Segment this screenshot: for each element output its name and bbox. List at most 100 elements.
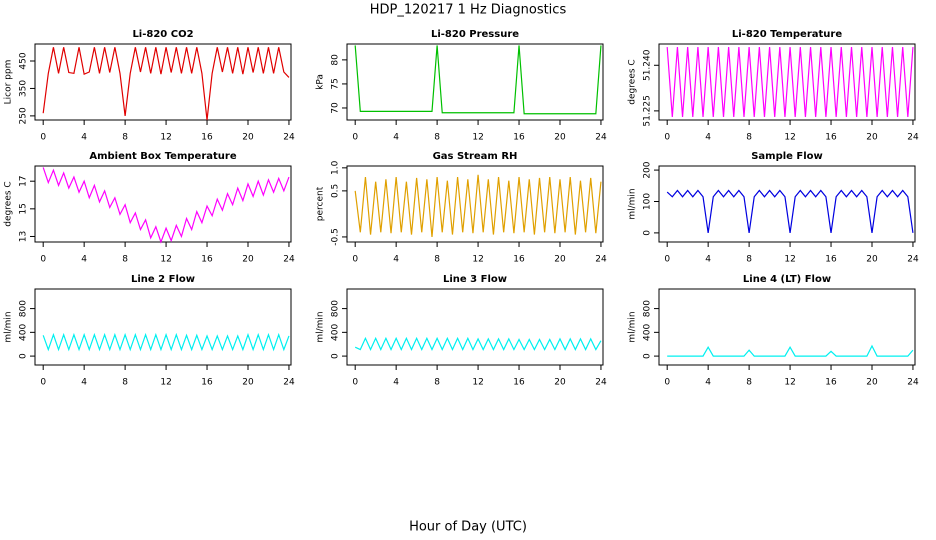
x-tick-label: 0 (40, 378, 46, 388)
y-axis-label: ml/min (628, 188, 638, 219)
y-axis-label: degrees C (4, 181, 14, 226)
x-tick-label: 8 (122, 255, 128, 265)
x-tick-label: 8 (122, 133, 128, 143)
y-axis-label: kPa (316, 74, 326, 90)
x-tick-label: 16 (825, 255, 837, 265)
panel-title: Line 3 Flow (443, 274, 507, 285)
plot-frame (658, 288, 916, 366)
panel-title: Gas Stream RH (433, 151, 518, 162)
panel-title: Li-820 CO2 (132, 29, 193, 40)
plot-frame (346, 165, 604, 243)
y-tick-label: 51.225 (643, 95, 653, 127)
y-tick-label: 450 (19, 52, 29, 69)
x-tick-label: 16 (825, 133, 837, 143)
y-tick-label: 400 (643, 323, 653, 340)
data-line (354, 336, 602, 352)
x-tick-label: 24 (595, 255, 607, 265)
y-tick-label: 1.0 (331, 160, 341, 175)
x-tick-label: 8 (746, 378, 752, 388)
x-tick-label: 4 (393, 133, 399, 143)
x-tick-label: 20 (554, 255, 566, 265)
panel: Line 3 Flow 0 4 8 12 16 20 24 0 400 800 ml/min (316, 274, 607, 388)
x-tick-label: 12 (160, 378, 171, 388)
data-line (42, 332, 290, 352)
x-tick-label: 24 (595, 378, 607, 388)
y-tick-label: 0 (643, 230, 653, 236)
x-tick-label: 24 (283, 133, 295, 143)
x-tick-label: 24 (907, 133, 919, 143)
y-tick-label: 800 (19, 300, 29, 317)
x-tick-label: 12 (784, 133, 795, 143)
x-tick-label: 24 (283, 378, 295, 388)
x-tick-label: 12 (160, 255, 171, 265)
y-tick-label: 0 (19, 353, 29, 359)
x-tick-label: 16 (201, 255, 213, 265)
y-tick-label: 0 (643, 353, 653, 359)
panel-title: Ambient Box Temperature (89, 151, 236, 162)
y-tick-label: 75 (331, 78, 341, 89)
plot-frame (34, 43, 292, 121)
x-tick-label: 4 (81, 255, 87, 265)
x-tick-label: 4 (393, 255, 399, 265)
x-tick-label: 8 (434, 133, 440, 143)
x-tick-label: 20 (242, 378, 254, 388)
y-tick-label: 51.240 (643, 49, 653, 81)
x-tick-label: 16 (825, 378, 837, 388)
y-tick-label: 13 (19, 231, 29, 242)
x-tick-label: 4 (81, 133, 87, 143)
y-tick-label: 800 (331, 300, 341, 317)
plot-frame (34, 288, 292, 366)
x-tick-label: 8 (746, 133, 752, 143)
data-line (354, 174, 602, 237)
x-tick-label: 0 (664, 378, 670, 388)
x-tick-label: 0 (352, 378, 358, 388)
panel: Sample Flow 0 4 8 12 16 20 24 0 100 200 ml/min (628, 151, 919, 265)
y-axis-label: degrees C (628, 59, 638, 104)
plot-frame (658, 43, 916, 121)
plot-frame (658, 165, 916, 243)
x-tick-label: 12 (472, 378, 483, 388)
y-tick-label: 800 (643, 300, 653, 317)
panel-title: Li-820 Pressure (431, 29, 519, 40)
panel: Li-820 Temperature 0 4 8 12 16 20 24 51.225 51.24… (628, 29, 919, 143)
panel: Li-820 CO2 0 4 8 12 16 20 24 250 350 450 Licor ppm (4, 29, 295, 143)
plot-frame (346, 43, 604, 121)
panel-title: Line 4 (LT) Flow (743, 274, 831, 285)
x-tick-label: 20 (242, 133, 254, 143)
data-line (666, 189, 914, 233)
x-tick-label: 20 (866, 378, 878, 388)
data-line (354, 45, 602, 115)
y-tick-label: 400 (19, 323, 29, 340)
x-tick-label: 16 (201, 133, 213, 143)
x-tick-label: 0 (664, 255, 670, 265)
x-tick-label: 8 (746, 255, 752, 265)
x-tick-label: 16 (201, 378, 213, 388)
panel: Li-820 Pressure 0 4 8 12 16 20 24 70 75 80 kPa (316, 29, 607, 143)
plot-frame (34, 165, 292, 243)
x-tick-label: 12 (784, 378, 795, 388)
panel: Ambient Box Temperature 0 4 8 12 16 20 24 13 15 17… (4, 151, 295, 265)
x-tick-label: 16 (513, 378, 525, 388)
panel-title: Li-820 Temperature (732, 29, 842, 40)
y-tick-label: 80 (331, 54, 341, 66)
x-tick-label: 16 (513, 133, 525, 143)
x-tick-label: 4 (705, 378, 711, 388)
x-tick-label: 24 (595, 133, 607, 143)
panel: Gas Stream RH 0 4 8 12 16 20 24 -0.5 0.5 1.0 percen… (316, 151, 607, 265)
x-axis-label: Hour of Day (UTC) (409, 520, 527, 535)
x-tick-label: 8 (434, 378, 440, 388)
y-axis-label: percent (316, 186, 326, 221)
y-axis-label: Licor ppm (4, 60, 14, 105)
x-tick-label: 0 (664, 133, 670, 143)
y-tick-label: 100 (643, 193, 653, 210)
x-tick-label: 8 (122, 378, 128, 388)
y-tick-label: 17 (19, 175, 29, 186)
y-tick-label: 250 (19, 107, 29, 124)
panel: Line 2 Flow 0 4 8 12 16 20 24 0 400 800 ml/min (4, 274, 295, 388)
x-tick-label: 0 (352, 255, 358, 265)
x-tick-label: 0 (352, 133, 358, 143)
x-tick-label: 0 (40, 255, 46, 265)
data-line (42, 47, 290, 121)
x-tick-label: 4 (705, 255, 711, 265)
